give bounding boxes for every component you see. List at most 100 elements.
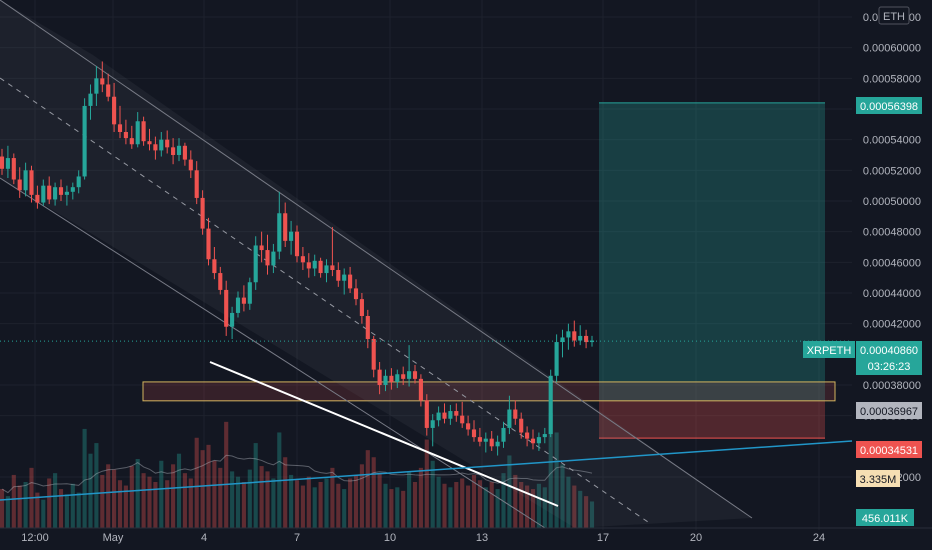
candle-body <box>259 245 264 251</box>
volume-bar <box>412 482 418 528</box>
candle-body <box>76 176 81 188</box>
candle-body <box>430 420 435 428</box>
channel-fill <box>0 0 752 528</box>
y-tick-label: 0.00054000 <box>863 135 921 147</box>
candle-body <box>171 147 176 155</box>
volume-bar <box>572 485 577 528</box>
volume-bar <box>436 476 441 528</box>
volume-bar <box>407 471 412 528</box>
candle-body <box>100 78 105 85</box>
candle-body <box>348 274 353 289</box>
candle-body <box>188 159 193 171</box>
zone-layer <box>142 381 836 402</box>
volume-bar <box>94 443 99 528</box>
x-tick-label: 7 <box>294 532 300 544</box>
x-tick-label: 12:00 <box>21 532 49 544</box>
volume-ma-tag: 3.335M <box>856 470 900 487</box>
volume-ma-line <box>1 454 593 494</box>
candle-body <box>159 139 164 151</box>
candle-body <box>359 299 364 316</box>
volume-bar <box>424 439 429 528</box>
channel-lower-line <box>0 177 546 529</box>
volume-bar <box>123 485 128 528</box>
volume-bar <box>501 473 506 528</box>
volume-bar <box>206 444 211 528</box>
volume-bar <box>507 455 512 528</box>
candle-body <box>389 375 394 382</box>
y-tick-label: 0.00048000 <box>863 227 921 239</box>
candle-body <box>471 429 477 438</box>
volume-bar <box>283 457 288 528</box>
volume-bar <box>448 487 453 528</box>
candle-body <box>147 141 152 145</box>
volume-layer <box>0 413 595 528</box>
volume-bar <box>300 485 305 528</box>
x-tick-label: 4 <box>201 532 207 544</box>
y-tick-label: 0.00052000 <box>863 165 921 177</box>
time-axis[interactable]: 12:00 May 4 7 10 13 17 20 24 <box>0 527 932 544</box>
volume-tag: 456.011K <box>856 509 914 526</box>
candle-body <box>218 273 223 290</box>
volume-bar <box>542 487 547 528</box>
volume-ma-text: 3.335M <box>860 474 897 486</box>
volume-bar <box>454 482 459 528</box>
stop-price-tag: 0.00034531 <box>856 441 922 458</box>
candle-body <box>377 369 382 385</box>
candle-body <box>578 335 583 341</box>
entry-price-text: 0.00036967 <box>860 406 918 418</box>
candle-body <box>277 213 282 252</box>
candle-body <box>560 337 565 343</box>
target-price-tag: 0.00056398 <box>856 97 922 114</box>
volume-bar <box>536 483 541 528</box>
candle-body <box>584 335 589 343</box>
volume-bar <box>348 478 353 528</box>
volume-bar <box>489 482 494 528</box>
candle-body <box>64 191 69 195</box>
volume-bar <box>365 450 370 528</box>
volume-bar <box>147 476 152 528</box>
candle-body <box>241 297 246 304</box>
candle-body <box>448 411 453 419</box>
candle-body <box>41 185 46 203</box>
candle-body <box>35 194 40 203</box>
candle-body <box>224 289 229 327</box>
candle-body <box>324 265 329 274</box>
candle-body <box>212 259 217 274</box>
volume-bar <box>5 496 10 528</box>
profit-zone <box>599 102 825 401</box>
volume-bar <box>318 482 323 528</box>
volume-bar <box>218 467 223 528</box>
candle-body <box>477 437 482 442</box>
candle-body <box>0 156 5 169</box>
candle-body <box>165 139 170 148</box>
x-tick-label: 13 <box>476 532 488 544</box>
x-tick-label: 10 <box>384 532 396 544</box>
volume-bar <box>513 474 518 528</box>
volume-bar <box>88 453 93 528</box>
candle-body <box>235 297 241 313</box>
countdown-text: 03:26:23 <box>868 361 911 373</box>
candle-body <box>424 400 429 428</box>
candle-body <box>395 374 400 382</box>
candle-body <box>135 121 140 145</box>
candle-layer <box>0 61 595 456</box>
volume-bar <box>401 490 406 528</box>
volume-bar <box>371 457 376 528</box>
volume-bar <box>324 478 329 528</box>
y-tick-label: 0.00058000 <box>863 73 921 85</box>
symbol-text: XRPETH <box>807 345 852 357</box>
candle-body <box>513 409 518 419</box>
y-tick-label: 0.00050000 <box>863 196 921 208</box>
volume-bar <box>495 489 500 528</box>
volume-bar <box>64 494 69 528</box>
volume-bar <box>112 469 117 528</box>
volume-bar <box>47 478 52 528</box>
volume-bar <box>306 476 311 528</box>
candle-body <box>47 185 52 200</box>
candle-body <box>371 338 376 370</box>
volume-bar <box>477 480 482 528</box>
candle-body <box>418 378 423 401</box>
volume-bar <box>200 450 205 528</box>
currency-badge <box>878 6 910 25</box>
